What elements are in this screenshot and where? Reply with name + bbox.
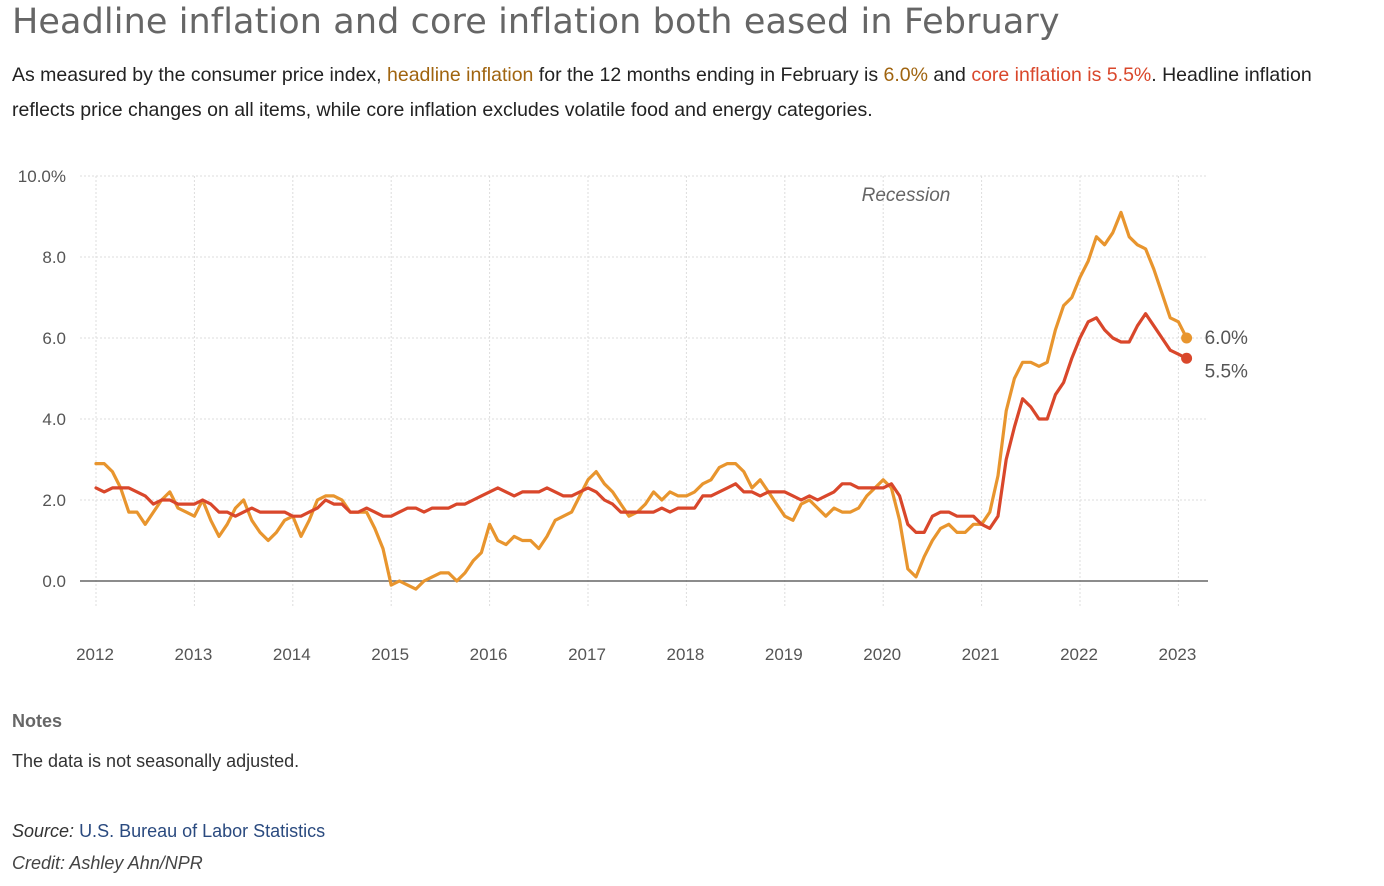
core-end-label: 5.5%	[1205, 361, 1248, 382]
chart-title: Headline inflation and core inflation bo…	[12, 2, 1060, 42]
credit-line: Credit: Ashley Ahn/NPR	[12, 853, 203, 873]
notes-heading: Notes	[12, 711, 63, 731]
notes-text: The data is not seasonally adjusted.	[12, 751, 300, 771]
subtitle-part: As measured by the consumer price index,	[12, 64, 388, 86]
source-label: Source:	[12, 821, 75, 841]
subtitle-part: . Headline inflation reflects price chan…	[12, 64, 1312, 121]
series-end-markers: 6.0% 5.5%	[1181, 328, 1248, 382]
x-tick-label: 2016	[470, 645, 508, 664]
x-tick-label: 2020	[863, 645, 901, 664]
core-inflation-line	[94, 312, 1189, 534]
x-tick-label: 2013	[174, 645, 212, 664]
headline-end-point	[1181, 332, 1193, 344]
subtitle-headline-value: 6.0%	[883, 64, 928, 86]
recession-annotation: Recession	[862, 185, 951, 206]
x-tick-label: 2019	[765, 645, 803, 664]
line-chart: 10.0%8.06.04.02.00.0 2012 2013 2014 2015 201…	[18, 167, 1248, 664]
x-tick-label: 2012	[76, 645, 114, 664]
x-tick-label: 2017	[568, 645, 606, 664]
y-tick-label: 0.0	[42, 572, 66, 591]
y-tick-label: 8.0	[42, 248, 66, 267]
x-tick-label: 2014	[273, 645, 311, 664]
y-tick-label: 6.0	[42, 329, 66, 348]
x-tick-label: 2018	[666, 645, 704, 664]
headline-inflation-line	[94, 210, 1189, 591]
source-link[interactable]: U.S. Bureau of Labor Statistics	[79, 821, 326, 841]
y-tick-label: 4.0	[42, 410, 66, 429]
y-tick-label: 10.0%	[18, 167, 66, 186]
x-tick-label: 2022	[1060, 645, 1098, 664]
subtitle-part: and	[927, 64, 972, 86]
core-end-point	[1181, 352, 1193, 364]
x-axis-ticks: 2012 2013 2014 2015 2016 2017 2018 2019 2020 2021…	[76, 645, 1196, 664]
chart-grid	[80, 175, 1208, 608]
chart-series	[94, 210, 1189, 591]
y-axis-ticks: 10.0% 8.0 6.0 4.0 2.0 0.0	[18, 167, 66, 591]
subtitle-headline-term: headline inflation	[387, 64, 534, 86]
source-line: Source: U.S. Bureau of Labor Statistics	[12, 821, 325, 842]
chart-subtitle: As measured by the consumer price index,…	[12, 58, 1376, 128]
x-tick-label: 2015	[371, 645, 409, 664]
y-tick-label: 2.0	[42, 491, 66, 510]
headline-end-label: 6.0%	[1205, 328, 1248, 349]
subtitle-core-term: core inflation is 5.5%	[971, 64, 1152, 86]
x-tick-label: 2021	[962, 645, 1000, 664]
subtitle-part: for the 12 months ending in February is	[533, 64, 884, 86]
x-tick-label: 2023	[1158, 645, 1196, 664]
